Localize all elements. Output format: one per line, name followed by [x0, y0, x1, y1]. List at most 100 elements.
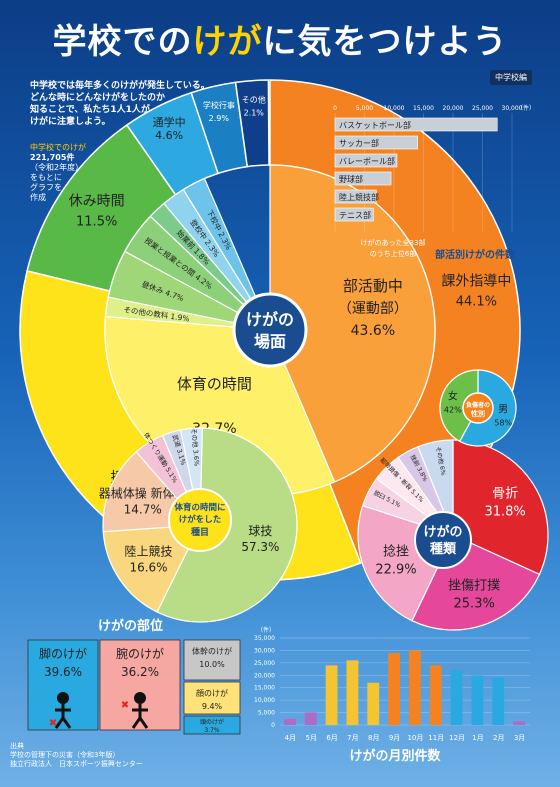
part-label: 体幹のけが [192, 646, 232, 656]
inner-slice-label: 部活動中 [343, 277, 403, 295]
outer-slice-label: 通学中 [153, 115, 186, 129]
outer-slice-label: その他 [242, 95, 266, 105]
injury-mark: ✖ [49, 718, 57, 729]
intro-text: 中学校では毎年多くのけがが発生している。 どんな時にどんなけがをしたのか 知るこ… [30, 80, 235, 128]
month-ytick: 35,000 [254, 635, 275, 642]
club-bar [334, 153, 398, 168]
grade-badge: 中学校編 [490, 70, 532, 85]
part-value: 39.6% [44, 665, 82, 679]
sport-slice-value: 16.6% [129, 561, 167, 575]
inner-slice-value: 43.6% [351, 323, 395, 339]
intro-line: どんな時にどんなけがをしたのか [30, 93, 166, 103]
footer-line: 学校の管理下の災害（令和3年版） [10, 751, 120, 759]
inner-slice-label: （運動部） [338, 301, 408, 317]
sport-slice-label: 陸上競技 [124, 544, 172, 559]
type-slice-label: 捻挫 [383, 544, 409, 559]
title-highlight: けが [192, 22, 263, 62]
part-label: 顔のけが [196, 688, 228, 698]
person-icon [54, 704, 72, 729]
month-bar [388, 652, 400, 725]
part-label: 頭のけが [200, 718, 224, 726]
club-xtick: 30,000 [502, 105, 523, 112]
month-bar [513, 721, 525, 725]
month-bar [346, 660, 359, 725]
part-title: けがの部位 [98, 618, 163, 634]
club-bar-label: 陸上競技部 [339, 192, 379, 202]
month-xtick: 4月 [285, 734, 296, 742]
sport-slice-label: 器械体操 新体操 [99, 485, 187, 500]
center-label: けがの [246, 310, 294, 329]
outer-slice-value: 2.9% [209, 114, 230, 123]
source-note: 中学校でのけが 221,705件 （令和2年度） をもとに グラフを 作成 [30, 143, 102, 203]
note-line: 221,705件 [30, 153, 75, 162]
month-bar [367, 682, 380, 725]
center-badge [232, 292, 308, 368]
type-center [414, 511, 472, 569]
club-xtick: 5,000 [356, 105, 373, 112]
month-bar [284, 718, 296, 725]
person-head [134, 692, 146, 704]
sport-center-label: 体育の時間に [174, 502, 225, 513]
month-xtick: 6月 [326, 734, 337, 742]
outer-slice-label: 学校行事 [203, 100, 235, 110]
type-center-label: けがの [423, 524, 462, 540]
note-line: 作成 [30, 193, 46, 202]
sport-slice-value: 14.7% [124, 502, 162, 516]
note-line: 中学校でのけが [30, 143, 86, 152]
club-xlabel: （件） [517, 104, 535, 112]
title-part-1: 学校での [52, 22, 193, 62]
month-ytick: 15,000 [254, 685, 275, 692]
footer-line: 独立行政法人 日本スポーツ振興センター [10, 760, 143, 768]
month-bar [304, 712, 317, 725]
type-center-label: 種類 [430, 541, 457, 557]
month-ytick: 0 [271, 722, 275, 729]
club-xtick: 10,000 [384, 105, 405, 112]
injury-mark: ✖ [121, 700, 129, 711]
part-value: 3.7% [204, 727, 220, 734]
person-head [57, 692, 69, 704]
month-bar [409, 650, 421, 725]
club-xtick: 15,000 [413, 105, 434, 112]
month-ytick: 20,000 [254, 672, 275, 679]
type-slice-value: 25.3% [454, 596, 495, 611]
inner-slice-7 [182, 177, 271, 331]
center-label: 場面 [254, 332, 286, 351]
club-note: けがのあった全33部 [361, 238, 426, 247]
part-value: 9.4% [202, 702, 223, 711]
sport-slice-value: 57.3% [241, 540, 279, 554]
gender-center-label: 性別 [471, 409, 485, 418]
month-xtick: 2月 [493, 734, 504, 742]
club-bar [334, 117, 498, 132]
month-bar [429, 665, 442, 725]
month-ytick: 10,000 [254, 697, 275, 704]
footer: 出典 学校の管理下の災害（令和3年版） 独立行政法人 日本スポーツ振興センター [10, 742, 143, 769]
sport-center-label: けがをした [179, 514, 222, 525]
outer-slice-value: 11.5% [76, 214, 117, 229]
club-bar [334, 207, 374, 222]
type-slice-label: 挫傷打撲 [448, 578, 500, 593]
club-note: のうち上位6部 [370, 249, 416, 258]
club-xtick: 20,000 [443, 105, 464, 112]
intro-line: 中学校では毎年多くのけがが発生している。 [30, 81, 210, 91]
outer-slice-5 [234, 79, 270, 168]
club-chart-title: 部活別けがの件数 [435, 248, 516, 261]
outer-slice-value: 2.1% [244, 109, 265, 118]
page-title: 学校でのけがに気をつけよう [0, 14, 560, 63]
gender-slice-value: 42% [444, 406, 462, 415]
month-bar [450, 670, 463, 725]
outer-slice-value: 4.6% [155, 129, 183, 142]
gender-slice-value: 58% [494, 418, 512, 427]
part-label: 腕のけが [116, 646, 164, 661]
club-bar-label: バレーボール部 [339, 156, 395, 166]
club-bar [334, 171, 392, 186]
part-cell [183, 715, 241, 735]
part-value: 36.2% [121, 665, 159, 679]
sport-slice-label: 球技 [248, 524, 272, 538]
month-xtick: 1月 [472, 734, 483, 742]
month-xtick: 12月 [449, 734, 465, 742]
club-bar-label: サッカー部 [339, 138, 379, 148]
month-ytick: 25,000 [254, 660, 275, 667]
note-line: （令和2年度） [30, 163, 84, 172]
